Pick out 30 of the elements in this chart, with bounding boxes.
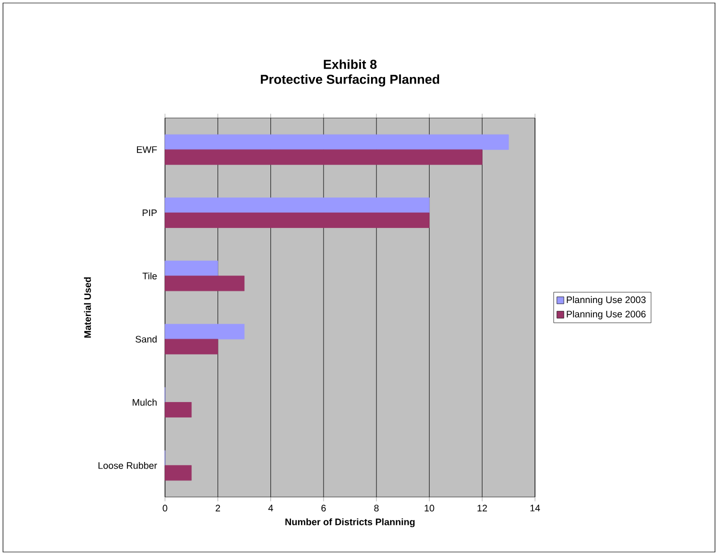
bar <box>164 260 218 276</box>
bar <box>164 212 430 228</box>
bar <box>164 134 509 150</box>
chart-title: Exhibit 8 <box>324 59 377 69</box>
bar <box>164 198 430 213</box>
y-tick-label: Sand <box>136 336 157 343</box>
y-tick-label: PIP <box>142 209 157 216</box>
legend-label: Planning Use 2003 <box>566 296 646 305</box>
y-axis-title: Material Used <box>84 277 91 338</box>
y-tick-label: EWF <box>136 146 157 153</box>
bar <box>164 149 482 165</box>
y-tick-label: Mulch <box>132 398 157 406</box>
x-tick-label: 2 <box>216 504 220 512</box>
bar <box>164 402 192 418</box>
legend-label: Planning Use 2006 <box>566 310 646 320</box>
bar <box>164 465 192 481</box>
bar <box>164 276 244 292</box>
x-tick-label: 8 <box>374 504 379 512</box>
y-tick-label: Tile <box>142 272 157 280</box>
x-tick-label: 14 <box>530 504 540 512</box>
y-tick-label: Loose Rubber <box>98 462 158 469</box>
x-tick-label: 4 <box>268 504 274 512</box>
chart-subtitle: Protective Surfacing Planned <box>260 74 440 87</box>
x-tick-label: 6 <box>321 504 326 512</box>
x-tick-label: 0 <box>162 504 168 512</box>
x-axis-title: Number of Districts Planning <box>285 518 415 528</box>
x-tick-label: 12 <box>478 504 487 512</box>
bar <box>164 338 218 354</box>
x-tick-label: 10 <box>424 504 434 512</box>
bar <box>164 324 244 340</box>
